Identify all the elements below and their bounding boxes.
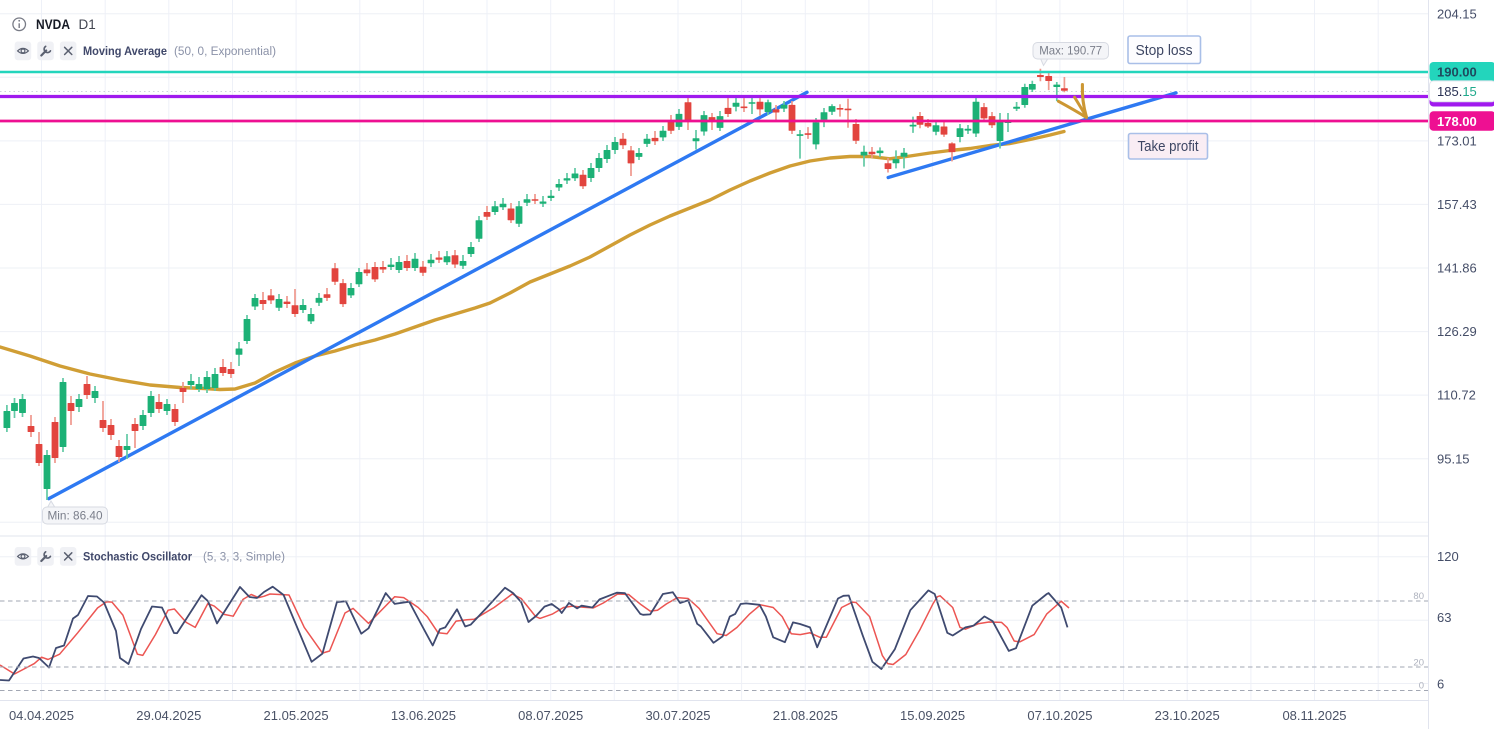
svg-text:80: 80 [1413, 591, 1424, 602]
svg-text:29.04.2025: 29.04.2025 [136, 708, 201, 723]
svg-text:95.15: 95.15 [1437, 451, 1470, 466]
svg-text:204.15: 204.15 [1437, 6, 1477, 21]
svg-text:Stop loss: Stop loss [1136, 42, 1193, 59]
svg-text:126.29: 126.29 [1437, 324, 1477, 339]
svg-text:173.01: 173.01 [1437, 133, 1477, 148]
svg-text:20: 20 [1413, 658, 1424, 669]
svg-text:Take profit: Take profit [1138, 138, 1200, 155]
svg-text:(5, 3, 3, Simple): (5, 3, 3, Simple) [203, 550, 285, 564]
svg-text:21.05.2025: 21.05.2025 [264, 708, 329, 723]
svg-text:178.00: 178.00 [1437, 114, 1477, 129]
svg-text:23.10.2025: 23.10.2025 [1155, 708, 1220, 723]
svg-text:D1: D1 [79, 17, 96, 32]
svg-text:185.15: 185.15 [1437, 84, 1477, 99]
svg-text:Min: 86.40: Min: 86.40 [48, 509, 103, 523]
svg-text:Moving Average: Moving Average [83, 44, 167, 58]
svg-text:NVDA: NVDA [36, 17, 70, 32]
svg-text:141.86: 141.86 [1437, 261, 1477, 276]
svg-text:6: 6 [1437, 676, 1444, 691]
svg-text:0: 0 [1419, 681, 1424, 692]
svg-text:21.08.2025: 21.08.2025 [773, 708, 838, 723]
svg-text:08.07.2025: 08.07.2025 [518, 708, 583, 723]
svg-text:190.00: 190.00 [1437, 65, 1477, 80]
svg-text:120: 120 [1437, 549, 1459, 564]
svg-text:07.10.2025: 07.10.2025 [1027, 708, 1092, 723]
svg-text:30.07.2025: 30.07.2025 [645, 708, 710, 723]
svg-text:Stochastic Oscillator: Stochastic Oscillator [83, 550, 192, 564]
svg-text:15.09.2025: 15.09.2025 [900, 708, 965, 723]
svg-text:63: 63 [1437, 610, 1451, 625]
svg-text:08.11.2025: 08.11.2025 [1282, 708, 1346, 723]
svg-text:157.43: 157.43 [1437, 197, 1477, 212]
svg-text:13.06.2025: 13.06.2025 [391, 708, 456, 723]
svg-text:110.72: 110.72 [1437, 388, 1476, 403]
svg-text:04.04.2025: 04.04.2025 [9, 708, 74, 723]
svg-text:Max: 190.77: Max: 190.77 [1039, 44, 1102, 58]
svg-text:(50, 0, Exponential): (50, 0, Exponential) [174, 44, 276, 58]
